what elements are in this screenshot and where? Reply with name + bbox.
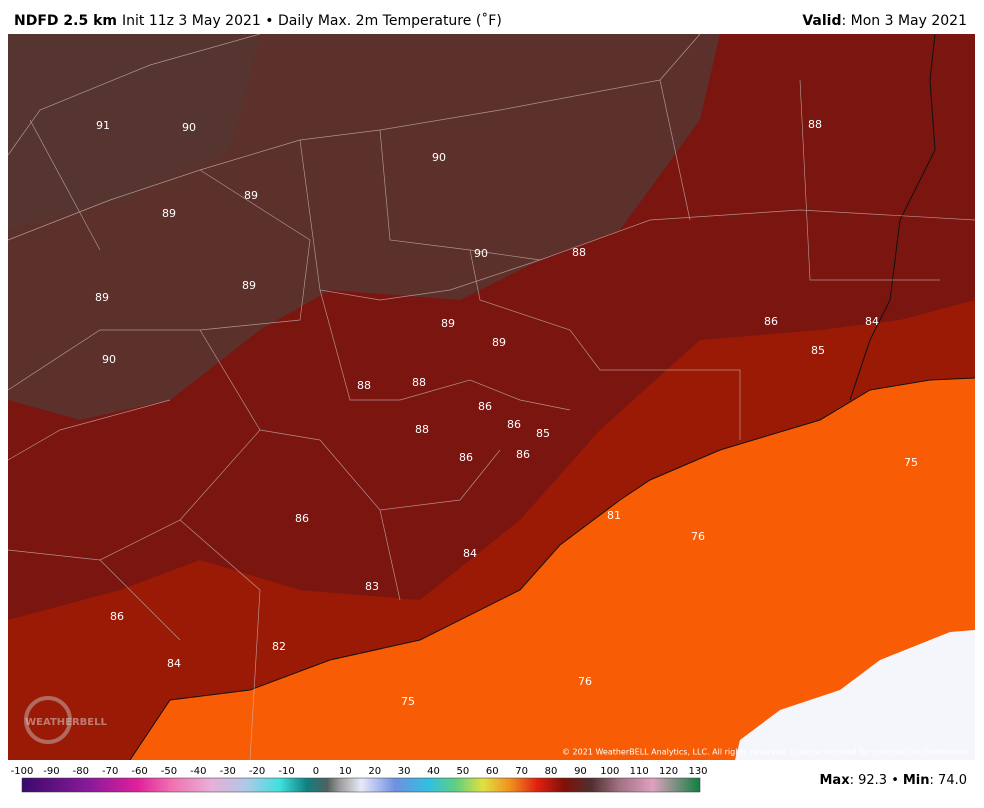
temperature-label: 89	[441, 317, 455, 330]
temperature-label: 86	[516, 448, 530, 461]
valid-value: : Mon 3 May 2021	[841, 13, 967, 29]
temperature-label: 86	[459, 451, 473, 464]
colorbar-tick-label: -40	[190, 766, 206, 777]
temperature-label: 90	[474, 247, 488, 260]
header-left: NDFD 2.5 km Init 11z 3 May 2021 • Daily M…	[14, 12, 502, 29]
temperature-label: 89	[244, 189, 258, 202]
colorbar-tick-label: 80	[545, 766, 558, 777]
temperature-label: 86	[295, 512, 309, 525]
colorbar-tick-label: 110	[630, 766, 649, 777]
colorbar-tick-label: -50	[161, 766, 177, 777]
colorbar-tick-label: -10	[278, 766, 294, 777]
temperature-label: 89	[492, 336, 506, 349]
colorbar-tick-label: 30	[398, 766, 411, 777]
temperature-label: 82	[272, 640, 286, 653]
temperature-label: 90	[432, 151, 446, 164]
colorbar-tick-label: 90	[574, 766, 587, 777]
temperature-label: 86	[507, 418, 521, 431]
temperature-label: 85	[811, 344, 825, 357]
colorbar-tick-label: -90	[43, 766, 59, 777]
header-right: Valid: Mon 3 May 2021	[802, 13, 967, 29]
colorbar-tick-label: -60	[131, 766, 147, 777]
river	[849, 33, 936, 401]
temperature-label: 90	[102, 353, 116, 366]
logo: WEATHERBELL	[25, 717, 107, 728]
temperature-label: 88	[412, 376, 426, 389]
colorbar-tick-label: -80	[73, 766, 89, 777]
temperature-label: 84	[463, 547, 477, 560]
colorbar-tick-label: -20	[249, 766, 265, 777]
temperature-label: 81	[607, 509, 621, 522]
temperature-label: 89	[162, 207, 176, 220]
colorbar-tick-label: 50	[457, 766, 470, 777]
temperature-label: 89	[242, 279, 256, 292]
temperature-label: 88	[357, 379, 371, 392]
temperature-label: 76	[691, 530, 705, 543]
temperature-label: 88	[415, 423, 429, 436]
temperature-label: 84	[865, 315, 879, 328]
temperature-label: 91	[96, 119, 110, 132]
temperature-label: 75	[401, 695, 415, 708]
colorbar-tick-label: 130	[688, 766, 707, 777]
cool-inland	[8, 34, 260, 230]
colorbar	[21, 777, 701, 793]
valid-label: Valid	[802, 13, 841, 29]
colorbar-tick-label: 0	[313, 766, 319, 777]
temperature-label: 88	[572, 246, 586, 259]
temperature-label: 86	[764, 315, 778, 328]
colorbar-tick-label: 60	[486, 766, 499, 777]
temperature-label: 85	[536, 427, 550, 440]
gulf	[130, 378, 975, 760]
logo-mark	[24, 696, 72, 744]
max-label: Max	[820, 773, 851, 788]
temperature-label: 88	[808, 118, 822, 131]
temperature-label: 90	[182, 121, 196, 134]
map	[7, 33, 976, 761]
temperature-label: 89	[95, 291, 109, 304]
no-data	[735, 630, 975, 760]
colorbar-tick-label: -30	[220, 766, 236, 777]
colorbar-tick-label: -100	[11, 766, 34, 777]
max-value: : 92.3 •	[850, 773, 899, 788]
min-label: Min	[903, 773, 930, 788]
colorbar-tick-label: -70	[102, 766, 118, 777]
colorbar-tick-label: 120	[659, 766, 678, 777]
model: NDFD 2.5 km	[14, 13, 117, 29]
colorbar-tick-label: 40	[427, 766, 440, 777]
temperature-label: 83	[365, 580, 379, 593]
min-value: : 74.0	[930, 773, 967, 788]
colorbar-tick-label: 20	[368, 766, 381, 777]
temperature-label: 75	[904, 456, 918, 469]
temperature-label: 84	[167, 657, 181, 670]
colorbar-tick-label: 100	[600, 766, 619, 777]
colorbar-tick-label: 10	[339, 766, 352, 777]
copyright: © 2021 WeatherBELL Analytics, LLC. All r…	[562, 748, 970, 757]
temperature-label: 86	[478, 400, 492, 413]
temperature-label: 76	[578, 675, 592, 688]
temperature-label: 86	[110, 610, 124, 623]
county-lines	[7, 33, 976, 761]
product: Init 11z 3 May 2021 • Daily Max. 2m Temp…	[122, 12, 502, 29]
stats: Max: 92.3 • Min: 74.0	[820, 773, 968, 788]
coastline	[129, 377, 976, 761]
colorbar-tick-label: 70	[515, 766, 528, 777]
